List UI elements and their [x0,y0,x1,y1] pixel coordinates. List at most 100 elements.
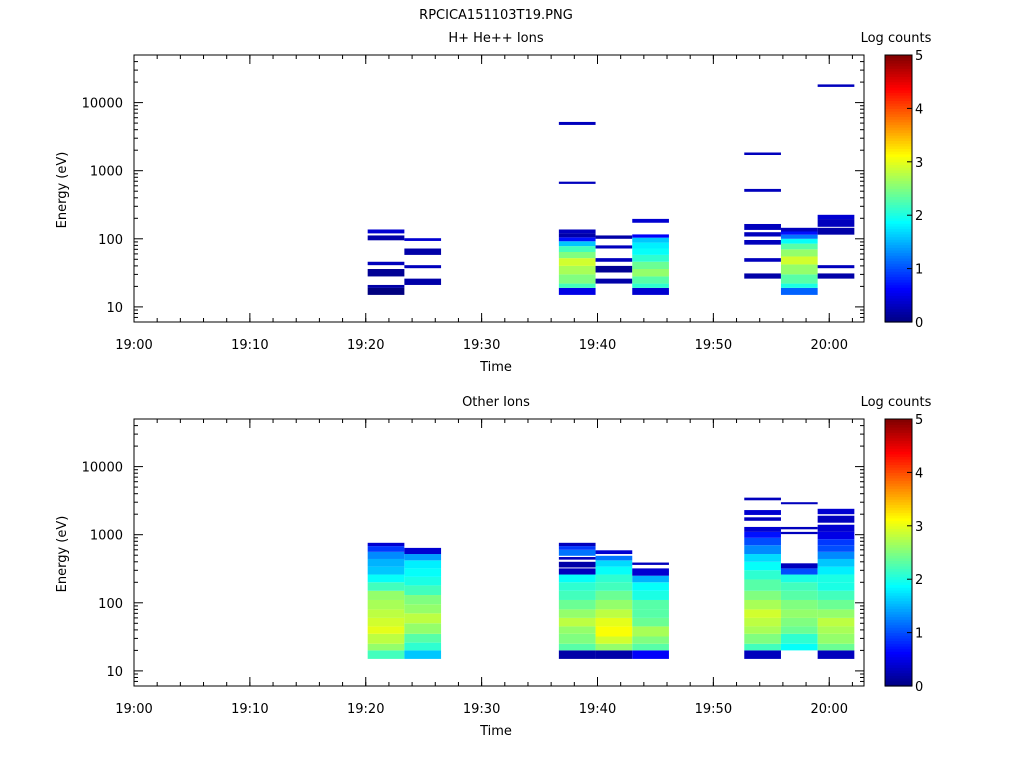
heatmap-cell [558,561,596,568]
y-tick-label: 1000 [90,529,123,544]
colorbar-swatch [885,215,912,219]
heatmap-cell [367,617,405,627]
colorbar-swatch [885,491,912,495]
colorbar-swatch [885,295,912,299]
heatmap-cell [744,188,781,192]
heatmap-cell [780,502,818,505]
heatmap-cell [817,643,855,651]
colorbar-swatch [885,461,912,465]
heatmap-cell [817,545,855,552]
colorbar-swatch [885,603,912,607]
colorbar-swatch [885,573,912,578]
heatmap-cell [817,558,855,567]
heatmap-cell [404,547,442,555]
colorbar-swatch [885,311,912,315]
colorbar-swatch [885,127,912,131]
colorbar-swatch [885,244,912,248]
colorbar-swatch [885,539,912,543]
colorbar-swatch [885,156,912,160]
x-axis-label: Time [479,360,512,375]
colorbar-swatch [885,97,912,101]
colorbar-swatch [885,113,912,118]
heatmap-cell [744,561,781,571]
heatmap-cell [595,278,633,284]
heatmap-cell [367,542,405,547]
heatmap-cell [558,557,596,560]
heatmap-cell [817,219,855,227]
colorbar-swatch [885,143,912,147]
colorbar-swatch [885,627,912,631]
colorbar-swatch [885,560,912,564]
colorbar-swatch [885,137,912,142]
colorbar-swatch [885,92,912,96]
colorbar: 0 1 2 3 4 5 [884,49,923,331]
heatmap-cell [780,249,818,257]
heatmap-cell [817,531,855,540]
colorbar-swatch [885,204,912,208]
heatmap-cell [595,643,633,651]
colorbar-frame [884,418,913,687]
heatmap-cell [595,258,633,262]
colorbar-swatch [885,55,912,59]
colorbar-swatch [885,445,912,449]
x-tick-label: 19:30 [463,338,500,353]
colorbar-swatch [885,592,912,596]
colorbar-swatch [885,276,912,280]
colorbar-swatch [885,683,912,687]
colorbar-swatch [885,576,912,580]
colorbar-swatch [885,421,912,425]
colorbar-swatch [885,231,912,235]
colorbar-swatch [885,223,912,227]
heatmap-cell [367,582,405,591]
colorbar: 0 1 2 3 4 5 [884,413,923,695]
heatmap-cell [367,609,405,618]
colorbar-swatch [885,667,912,671]
colorbar-swatch [885,640,912,644]
heatmap-cell [367,229,405,234]
heatmap-cell [558,626,596,634]
colorbar-swatch [885,579,912,583]
heatmap-cell [595,550,633,555]
heatmap-cell [780,609,818,618]
heatmap-cell [632,650,669,659]
colorbar-swatch [885,81,912,85]
heatmap-cell [558,274,596,284]
heatmap-cell [780,264,818,275]
colorbar-swatch [885,191,912,195]
colorbar-swatch [885,512,912,516]
colorbar-swatch [885,145,912,150]
axes: 19:00 19:10 19:20 19:30 19:40 19:50 20:00 10 100… [82,54,865,353]
colorbar-swatch [885,316,912,320]
colorbar-swatch [885,84,912,88]
heatmap-cell [558,181,596,184]
heatmap-cell [404,633,442,643]
heatmap-cell [404,554,442,561]
colorbar-swatch [885,435,912,439]
heatmap-cell [632,269,669,277]
heatmap-cell [595,590,633,600]
heatmap-cell [744,599,781,610]
heatmap-cell [558,650,596,659]
colorbar-swatch [885,456,912,460]
heatmap-cell [780,590,818,600]
axes: 19:00 19:10 19:20 19:30 19:40 19:50 20:00 10 100… [82,418,865,717]
heatmap-cell [558,265,596,275]
heatmap-cell [632,590,669,600]
figure-title: RPCICA151103T19.PNG [419,8,573,23]
colorbar-swatch [885,313,912,318]
panel-h-he-ions: H+ He++ Ions Log counts Time Energy (eV)… [55,31,932,375]
colorbar-swatch [885,289,912,294]
colorbar-swatch [885,440,912,444]
colorbar-swatch [885,268,912,272]
heatmap-cell [744,626,781,634]
colorbar-swatch [885,135,912,139]
colorbar-tick-label: 1 [915,263,923,278]
heatmap-cell [558,121,596,125]
colorbar-swatch [885,263,912,267]
colorbar-swatch [885,509,912,514]
colorbar-swatch [885,493,912,498]
colorbar-swatch [885,549,912,554]
heatmap-cell [744,526,781,532]
heatmap-cell [558,609,596,618]
colorbar-swatch [885,281,912,286]
